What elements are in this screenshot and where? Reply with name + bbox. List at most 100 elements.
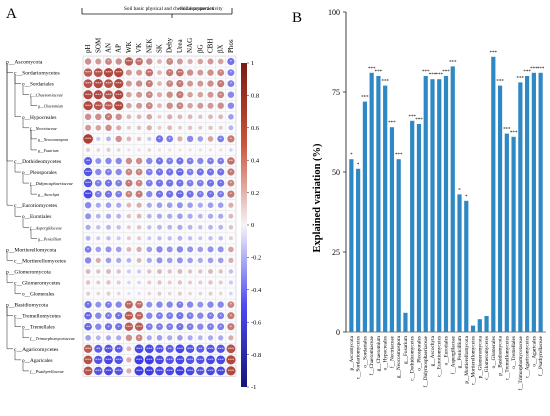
- significance-mark: *: [148, 181, 150, 186]
- correlation-cell: [166, 301, 173, 308]
- x-tick-label: g__Penicillium: [457, 335, 463, 368]
- correlation-cell: [176, 102, 184, 110]
- significance-mark: **: [137, 313, 141, 318]
- correlation-cell: [207, 69, 214, 76]
- significance-mark: *: [209, 181, 211, 186]
- colorbar-gradient: [241, 63, 247, 387]
- correlation-cell: [83, 134, 93, 144]
- taxon-label: c__Dothideomycetes: [14, 159, 61, 165]
- correlation-cell: [144, 344, 154, 354]
- correlation-cell: [197, 157, 204, 165]
- significance-mark: ***: [167, 358, 173, 363]
- significance-mark: *: [148, 81, 150, 86]
- correlation-cell: [145, 323, 153, 331]
- correlation-cell: [176, 157, 184, 165]
- correlation-cell: [116, 335, 122, 341]
- correlation-cell: [197, 335, 203, 341]
- correlation-cell: [187, 91, 193, 98]
- column-label: NAG: [186, 38, 194, 53]
- bar-significance: ***: [490, 51, 498, 56]
- correlation-cell: [207, 246, 214, 253]
- group-header-soil-properties: Soil basic physical and chemical propert…: [81, 6, 233, 15]
- correlation-cell: [105, 124, 112, 131]
- significance-mark: **: [127, 302, 131, 307]
- correlation-cell: [137, 148, 141, 152]
- bar-significance: ***: [422, 70, 430, 75]
- correlation-cell: [126, 258, 132, 263]
- correlation-cell: [84, 301, 92, 309]
- correlation-cell: [175, 355, 185, 365]
- significance-mark: ***: [105, 92, 111, 97]
- correlation-cell: [177, 125, 182, 130]
- bar: [362, 101, 367, 332]
- colorbar-tick-label: 0.4: [251, 157, 260, 164]
- correlation-cell: [145, 68, 154, 77]
- correlation-cell: [145, 80, 153, 88]
- significance-mark: *: [107, 114, 109, 119]
- correlation-cell: [155, 355, 164, 365]
- correlation-cell: [177, 213, 183, 219]
- correlation-cell: [208, 269, 213, 274]
- correlation-cell: [186, 323, 194, 331]
- correlation-cell: [166, 80, 174, 87]
- significance-mark: *: [209, 170, 211, 175]
- correlation-cell: [126, 247, 132, 252]
- correlation-cell: [228, 269, 234, 274]
- correlation-cell: [198, 148, 202, 152]
- correlation-cell: [83, 344, 93, 353]
- correlation-cell: [114, 79, 124, 89]
- y-tick-label: 25: [332, 248, 340, 257]
- significance-mark: *: [158, 159, 160, 164]
- significance-mark: **: [168, 346, 172, 351]
- column-label: AN: [105, 43, 113, 53]
- taxon-label: c__Eurotiomycetes: [14, 203, 57, 209]
- taxon-label: o__Agaricales: [22, 358, 53, 364]
- correlation-cell: [135, 157, 143, 165]
- correlation-cell: [157, 114, 162, 119]
- correlation-cell: [84, 157, 93, 165]
- significance-mark: *: [169, 181, 171, 186]
- significance-mark: *: [169, 159, 171, 164]
- correlation-cell: [176, 323, 184, 331]
- correlation-cell: [116, 280, 121, 285]
- correlation-cell: [156, 92, 163, 98]
- correlation-cell: [115, 168, 122, 176]
- significance-mark: *: [87, 247, 89, 252]
- column-label: βG: [196, 44, 204, 53]
- correlation-cell: [166, 179, 174, 187]
- correlation-cell: [83, 101, 93, 111]
- x-tick-label: p__Basidiomycota: [498, 335, 504, 375]
- taxon-label: f__Didymosphaeriaceae: [30, 181, 73, 186]
- correlation-cell: [166, 257, 173, 264]
- significance-mark: *: [179, 302, 181, 307]
- significance-mark: *: [220, 70, 222, 75]
- correlation-cell: [186, 312, 194, 320]
- significance-mark: *: [169, 313, 171, 318]
- correlation-cell: [187, 114, 193, 120]
- correlation-cell: [166, 312, 174, 320]
- correlation-cell: [206, 168, 215, 176]
- correlation-cell: [217, 312, 225, 320]
- correlation-cell: [167, 236, 172, 241]
- correlation-cell: [218, 125, 223, 130]
- correlation-cell: [156, 312, 163, 320]
- significance-mark: *: [128, 192, 130, 197]
- significance-mark: ***: [218, 346, 224, 351]
- correlation-cell: [187, 213, 193, 219]
- correlation-cell: [186, 135, 194, 143]
- significance-mark: ***: [218, 358, 224, 363]
- correlation-cell: [188, 291, 192, 296]
- correlation-cell: [104, 366, 113, 376]
- significance-mark: ***: [105, 358, 111, 363]
- correlation-cell: [228, 280, 233, 285]
- significance-mark: ***: [105, 369, 111, 374]
- column-label: Urea: [176, 39, 184, 53]
- correlation-cell: [84, 322, 92, 331]
- bar: [531, 72, 536, 333]
- correlation-cell: [135, 179, 143, 187]
- correlation-cell: [227, 57, 235, 66]
- correlation-cell: [227, 190, 235, 198]
- correlation-cell: [156, 301, 163, 308]
- correlation-cell: [176, 179, 184, 187]
- correlation-cell: [198, 291, 203, 296]
